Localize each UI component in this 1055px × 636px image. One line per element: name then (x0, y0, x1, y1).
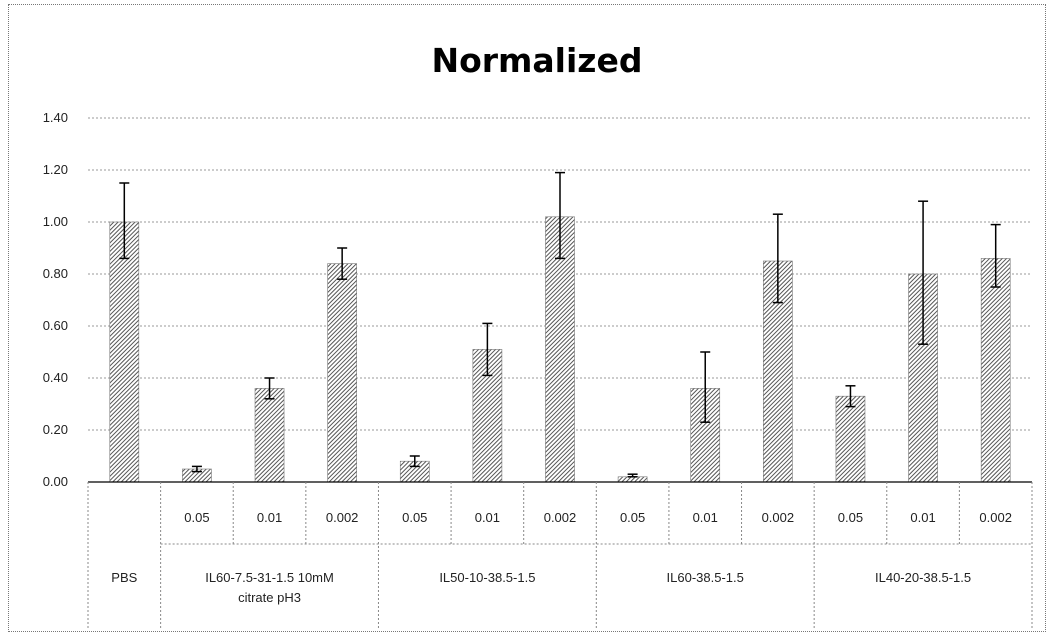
bar (545, 216, 575, 483)
group-label: IL60-7.5-31-1.5 10mM (205, 570, 334, 585)
x-tick-label: 0.01 (693, 510, 718, 525)
y-tick-label: 1.20 (43, 162, 68, 177)
group-label: citrate pH3 (238, 590, 301, 605)
x-tick-label: 0.05 (402, 510, 427, 525)
x-tick-label: 0.002 (979, 510, 1012, 525)
bar (980, 258, 1011, 483)
y-tick-label: 0.60 (43, 318, 68, 333)
group-label: PBS (111, 570, 137, 585)
y-tick-label: 1.00 (43, 214, 68, 229)
group-label: IL50-10-38.5-1.5 (439, 570, 535, 585)
x-tick-label: 0.002 (326, 510, 359, 525)
bar (617, 476, 648, 483)
x-tick-label: 0.01 (475, 510, 500, 525)
x-tick-label: 0.002 (762, 510, 795, 525)
chart-frame (8, 4, 1046, 632)
chart-title: Normalized (431, 41, 642, 80)
bar (327, 263, 357, 483)
bar (835, 395, 866, 483)
y-tick-label: 0.00 (43, 474, 68, 489)
y-tick-label: 0.40 (43, 370, 68, 385)
group-label: IL40-20-38.5-1.5 (875, 570, 971, 585)
x-tick-label: 0.05 (620, 510, 645, 525)
y-tick-label: 1.40 (43, 110, 68, 125)
y-tick-label: 0.80 (43, 266, 68, 281)
x-tick-label: 0.05 (838, 510, 863, 525)
group-label: IL60-38.5-1.5 (667, 570, 744, 585)
x-tick-label: 0.01 (910, 510, 935, 525)
x-tick-label: 0.002 (544, 510, 577, 525)
bar (109, 221, 140, 483)
x-tick-label: 0.05 (184, 510, 209, 525)
x-tick-label: 0.01 (257, 510, 282, 525)
y-tick-label: 0.20 (43, 422, 68, 437)
bar (254, 388, 285, 483)
